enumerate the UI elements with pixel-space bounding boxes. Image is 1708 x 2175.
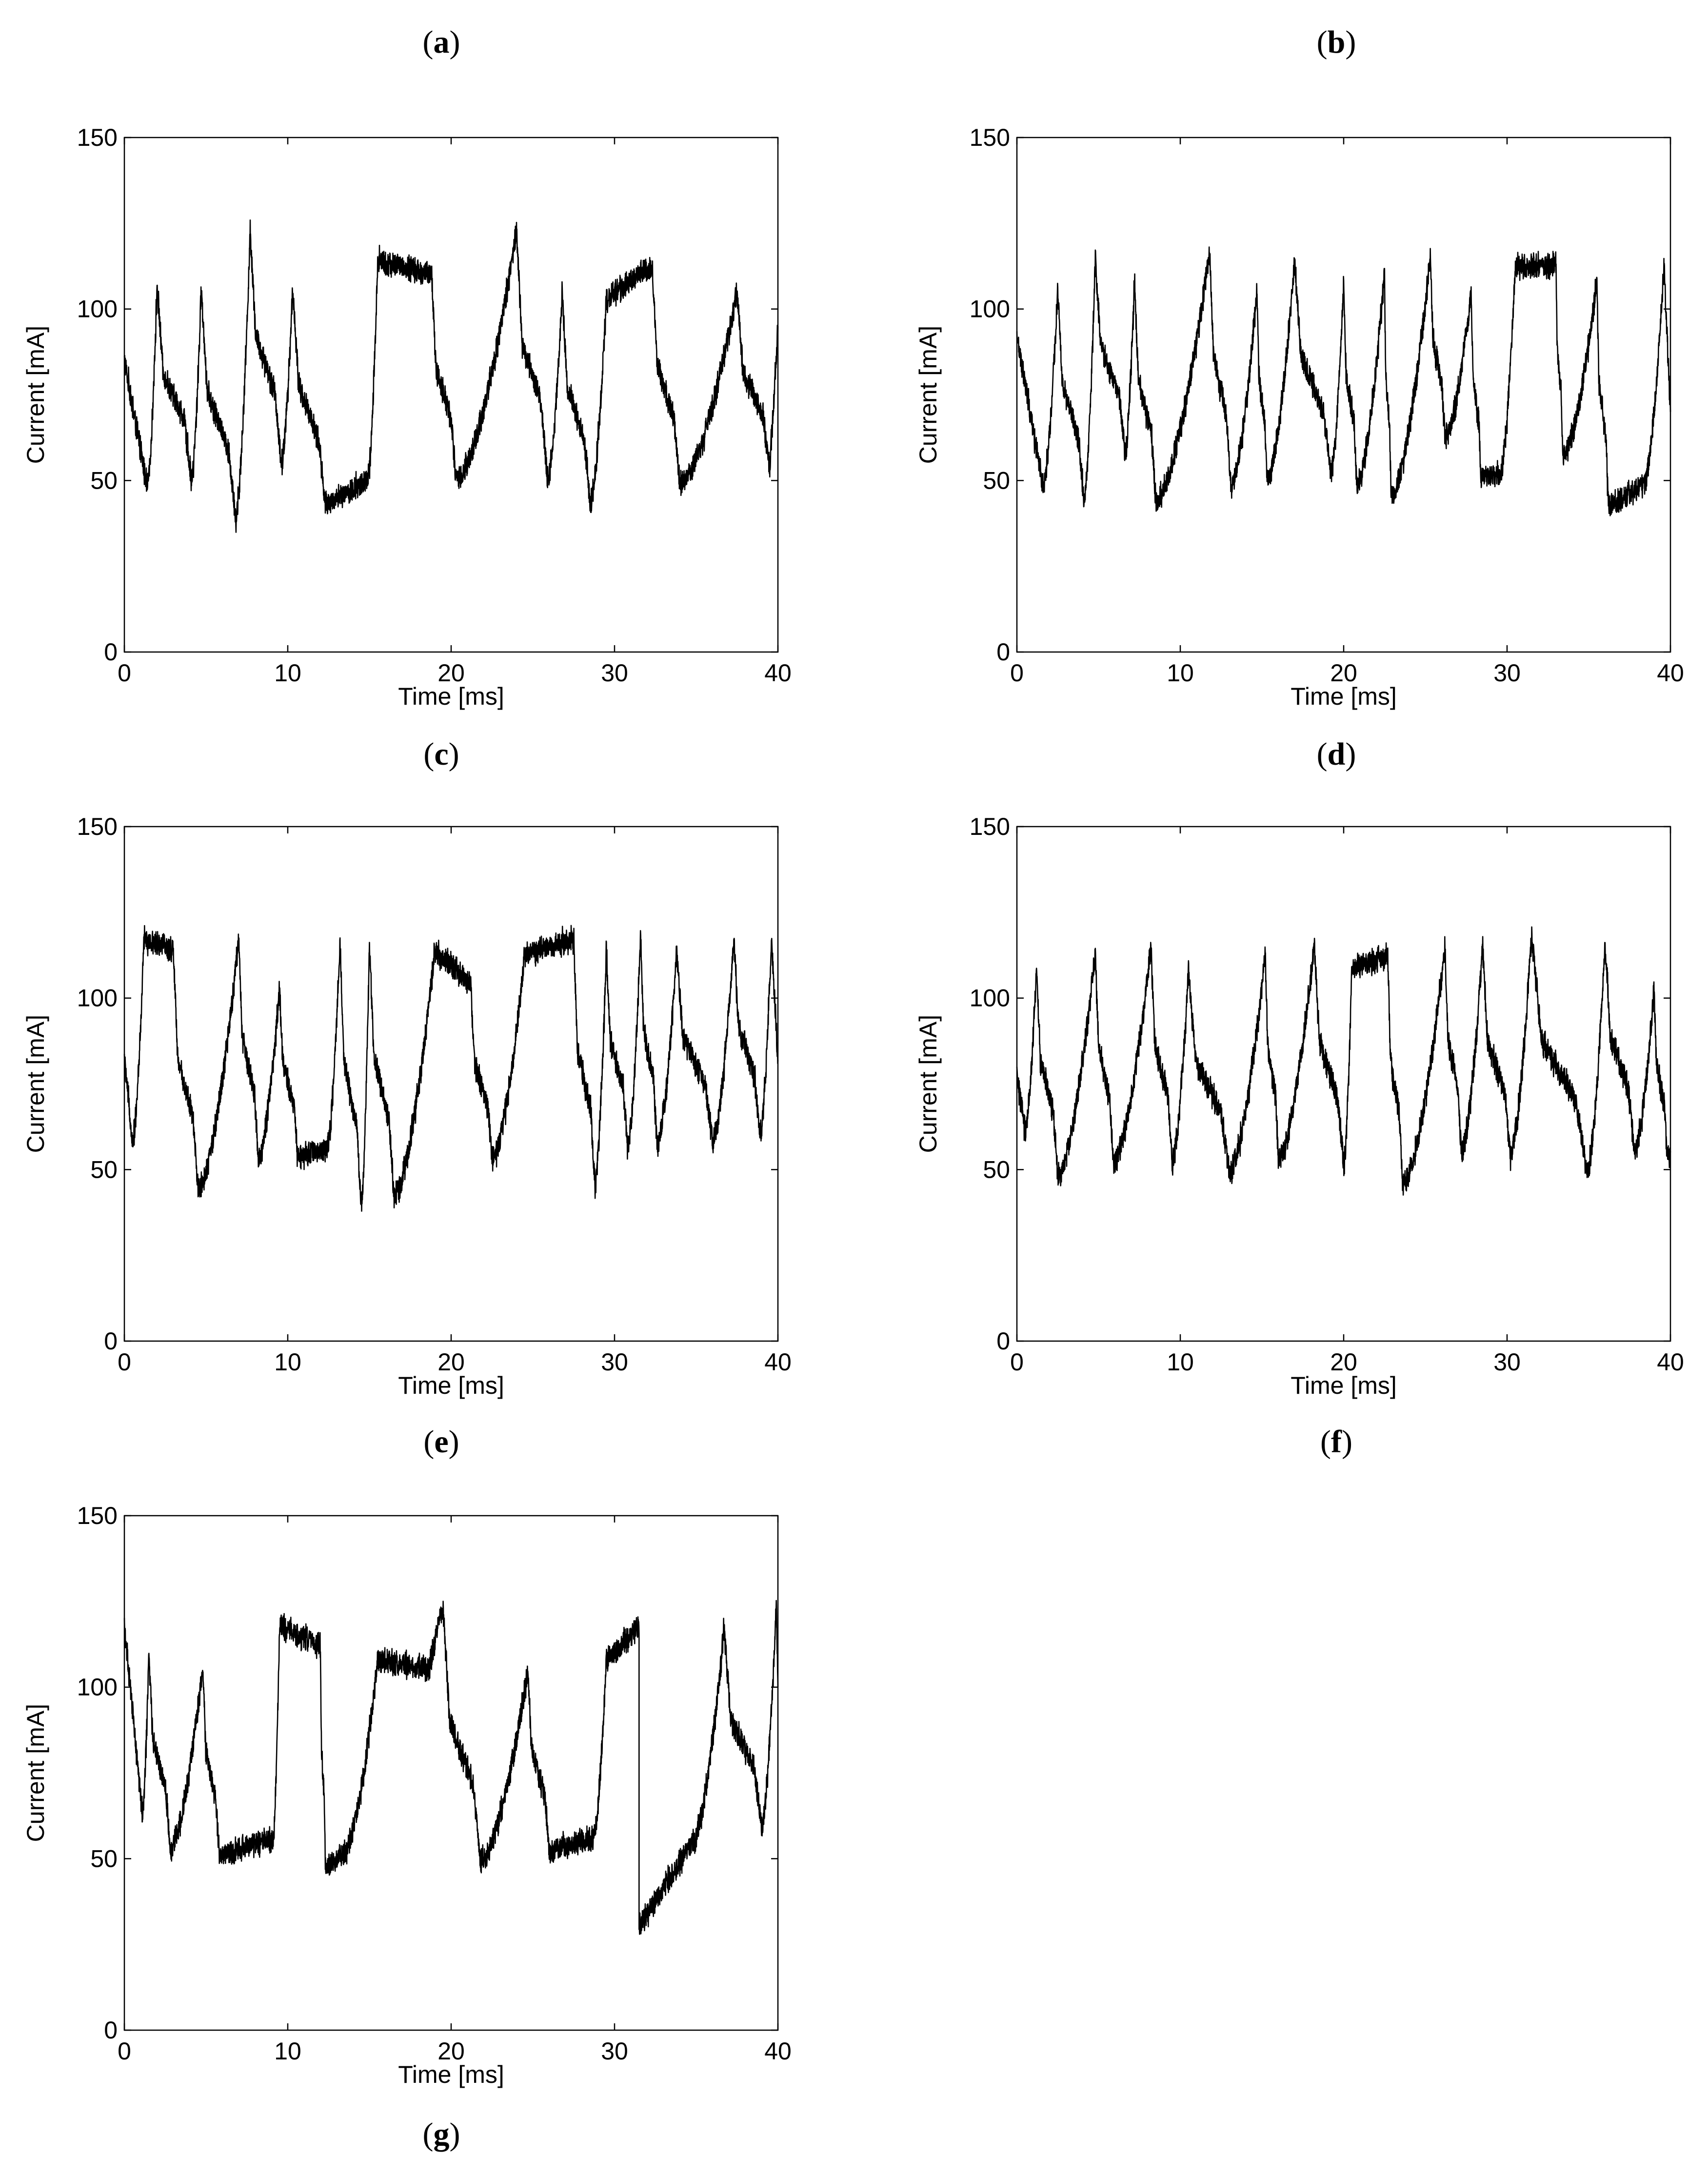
y-tick-label: 50 — [983, 1156, 1010, 1183]
x-axis-label: Time [ms] — [398, 683, 504, 710]
current-waveform-line — [1016, 246, 1671, 516]
x-tick-label: 30 — [1493, 659, 1521, 687]
x-tick-label: 30 — [601, 2037, 628, 2065]
plot-frame — [123, 137, 779, 653]
panel-a: 0 10 20 30 40 0 50 100 150 Time [ms] Current [mA] — [22, 124, 792, 710]
y-tick-label: 0 — [996, 638, 1010, 666]
x-tick-label: 0 — [118, 1348, 131, 1376]
panel-caption-d: (d) — [1317, 736, 1356, 772]
y-tick-label: 50 — [90, 1156, 118, 1183]
panel-caption-e: (e) — [423, 1424, 459, 1460]
x-tick-label: 20 — [437, 2037, 465, 2065]
panel-c: 0 10 20 30 40 0 50 100 150 Time [ms] Current [mA] — [22, 813, 792, 1399]
x-axis-label: Time [ms] — [1291, 683, 1397, 710]
y-tick-label: 100 — [970, 296, 1010, 323]
y-tick-label: 150 — [77, 1502, 118, 1529]
y-axis-label: Current [mA] — [22, 1704, 49, 1842]
panel-d: 0 10 20 30 40 0 50 100 150 Time [ms] Current [mA] — [914, 813, 1684, 1399]
y-axis-label: Current [mA] — [22, 1015, 49, 1153]
plot-frame — [123, 826, 779, 1342]
x-tick-label: 10 — [1167, 659, 1194, 687]
x-axis-label: Time [ms] — [1291, 1372, 1397, 1399]
panel-caption-g: (g) — [423, 2116, 460, 2152]
current-waveform-line — [123, 219, 779, 533]
x-tick-label: 40 — [764, 1348, 792, 1376]
y-axis-label: Current [mA] — [914, 326, 942, 464]
y-axis-label: Current [mA] — [914, 1015, 942, 1153]
plot-frame — [123, 1515, 779, 2031]
y-tick-label: 0 — [996, 1327, 1010, 1355]
y-tick-label: 100 — [77, 985, 118, 1012]
x-tick-label: 10 — [274, 659, 301, 687]
x-tick-label: 40 — [764, 2037, 792, 2065]
current-waveform-line — [1016, 926, 1671, 1196]
y-axis-label: Current [mA] — [22, 326, 49, 464]
y-tick-label: 150 — [77, 124, 118, 151]
x-tick-label: 20 — [437, 659, 465, 687]
panel-caption-b: (b) — [1317, 24, 1356, 60]
panel-b: 0 10 20 30 40 0 50 100 150 Time [ms] Current [mA] — [914, 124, 1684, 710]
current-waveform-line — [123, 925, 779, 1212]
x-tick-label: 0 — [118, 659, 131, 687]
x-tick-label: 30 — [1493, 1348, 1521, 1376]
y-tick-label: 150 — [970, 813, 1010, 840]
y-tick-label: 50 — [983, 467, 1010, 494]
panel-caption-c: (c) — [423, 736, 459, 772]
x-tick-label: 10 — [1167, 1348, 1194, 1376]
panel-caption-f: (f) — [1320, 1424, 1352, 1460]
x-tick-label: 0 — [1010, 1348, 1024, 1376]
y-tick-label: 50 — [90, 1845, 118, 1872]
x-tick-label: 20 — [1330, 659, 1357, 687]
y-tick-label: 150 — [77, 813, 118, 840]
x-tick-label: 40 — [1657, 1348, 1684, 1376]
x-tick-label: 0 — [1010, 659, 1024, 687]
y-tick-label: 100 — [970, 985, 1010, 1012]
x-tick-label: 40 — [764, 659, 792, 687]
current-waveform-line — [123, 1600, 779, 1935]
x-tick-label: 20 — [1330, 1348, 1357, 1376]
y-tick-label: 150 — [970, 124, 1010, 151]
y-tick-label: 0 — [104, 2017, 118, 2044]
x-tick-label: 20 — [437, 1348, 465, 1376]
y-tick-label: 100 — [77, 1674, 118, 1701]
panel-caption-a: (a) — [423, 24, 460, 60]
panel-e: 0 10 20 30 40 0 50 100 150 Time [ms] Current [mA] — [22, 1502, 792, 2088]
y-tick-label: 100 — [77, 296, 118, 323]
y-tick-label: 50 — [90, 467, 118, 494]
x-tick-label: 30 — [601, 659, 628, 687]
x-tick-label: 10 — [274, 2037, 301, 2065]
x-tick-label: 0 — [118, 2037, 131, 2065]
x-tick-label: 10 — [274, 1348, 301, 1376]
plot-frame — [1016, 826, 1671, 1342]
y-tick-label: 0 — [104, 638, 118, 666]
plot-frame — [1016, 137, 1671, 653]
x-axis-label: Time [ms] — [398, 1372, 504, 1399]
y-tick-label: 0 — [104, 1327, 118, 1355]
x-tick-label: 40 — [1657, 659, 1684, 687]
x-tick-label: 30 — [601, 1348, 628, 1376]
x-axis-label: Time [ms] — [398, 2061, 504, 2088]
